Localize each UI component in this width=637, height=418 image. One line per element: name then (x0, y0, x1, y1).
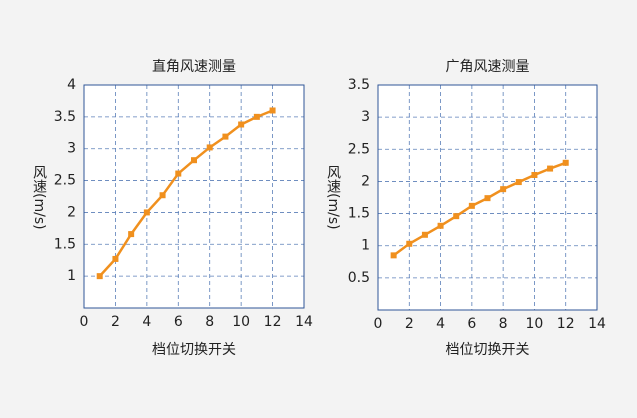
point (500, 186, 507, 193)
y-tick-label: 3.5 (54, 109, 76, 125)
chart-title: 直角风速测量 (152, 58, 236, 75)
y-tick-label: 1.5 (348, 206, 370, 222)
x-tick-label: 6 (174, 314, 183, 330)
x-tick-label: 4 (436, 316, 445, 332)
x-tick-label: 2 (111, 314, 120, 330)
x-tick-label: 8 (499, 316, 508, 332)
point (406, 240, 413, 247)
chart-title: 广角风速测量 (446, 59, 530, 75)
y-tick-label: 3.5 (348, 77, 370, 93)
y-tick-label: 2 (361, 173, 370, 189)
point (453, 213, 460, 220)
point (269, 107, 276, 114)
point (468, 202, 475, 209)
x-tick-label: 8 (205, 314, 214, 330)
y-tick-label: 3 (67, 141, 76, 157)
y-tick-label: 0.5 (348, 270, 370, 286)
point (253, 113, 260, 120)
x-tick-label: 14 (588, 316, 606, 332)
point (112, 255, 119, 262)
y-tick-label: 1 (361, 238, 370, 254)
point (437, 222, 444, 229)
point (238, 121, 245, 128)
point (484, 195, 491, 202)
point (562, 159, 569, 166)
y-axis-label: 风速(m/s) (325, 165, 341, 230)
point (206, 144, 213, 151)
y-tick-label: 2.5 (54, 173, 76, 189)
y-tick-label: 2.5 (348, 141, 370, 157)
plot-border (377, 84, 598, 311)
x-tick-label: 14 (295, 314, 313, 330)
point (515, 179, 522, 186)
point (531, 172, 538, 178)
x-tick-label: 0 (80, 314, 89, 330)
y-axis-label: 风速(m/s) (31, 165, 47, 230)
y-tick-label: 4 (67, 77, 76, 93)
plot-border (83, 84, 305, 309)
y-tick-label: 1 (67, 268, 76, 284)
plot-area (84, 85, 304, 308)
point (222, 133, 229, 140)
x-tick-label: 12 (557, 316, 575, 332)
x-tick-label: 10 (232, 314, 250, 330)
x-tick-label: 0 (374, 316, 383, 332)
x-tick-label: 6 (467, 316, 476, 332)
x-tick-label: 12 (264, 314, 282, 330)
point (159, 192, 166, 199)
x-tick-label: 10 (526, 316, 544, 332)
y-tick-label: 2 (67, 204, 76, 220)
x-tick-label: 4 (142, 314, 151, 330)
x-axis-label: 档位切换开关 (152, 341, 236, 358)
x-axis-label: 档位切换开关 (446, 341, 530, 358)
point (390, 252, 397, 259)
y-tick-label: 1.5 (54, 236, 76, 252)
point (547, 165, 554, 172)
y-tick-label: 3 (361, 109, 370, 125)
point (96, 273, 103, 280)
x-tick-label: 2 (405, 316, 414, 332)
point (175, 170, 182, 177)
point (421, 231, 428, 238)
point (128, 231, 135, 238)
point (191, 157, 197, 164)
point (143, 209, 150, 216)
